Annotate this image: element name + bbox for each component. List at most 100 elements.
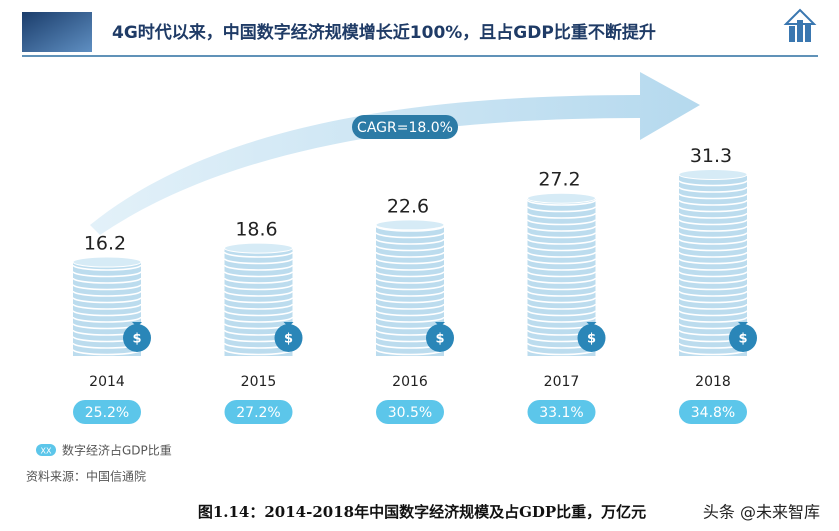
coin-edge: [223, 258, 294, 265]
coin-edge: [678, 206, 748, 213]
coin-edge: [72, 310, 142, 317]
coin-top: [375, 219, 445, 231]
coin-edge: [526, 238, 597, 245]
header-image-edge: [92, 12, 112, 52]
coin-edge: [375, 245, 445, 252]
x-tick-label: 2014: [89, 374, 125, 390]
coin-edge: [223, 297, 294, 304]
coin-stack: [223, 242, 294, 362]
coin-edge: [678, 310, 748, 317]
coin-edge: [526, 355, 597, 362]
coin-edge: [375, 284, 445, 291]
money-bag-sign: $: [284, 332, 293, 347]
coin-edge: [72, 355, 142, 362]
coin-edge: [72, 277, 142, 284]
coin-top: [224, 242, 293, 254]
coin-edge: [375, 264, 445, 271]
coin-edge: [72, 290, 142, 297]
coin-edge: [526, 284, 597, 291]
coin-edge: [223, 277, 294, 284]
coin-edge: [375, 310, 445, 317]
coin-edge: [526, 264, 597, 271]
coin-edge: [375, 355, 445, 362]
coin-edge: [526, 316, 597, 323]
coin-edge: [375, 277, 445, 284]
coin-edge: [375, 271, 445, 278]
coin-edge: [526, 245, 597, 252]
coin-edge: [678, 290, 748, 297]
coin-edge: [678, 186, 748, 193]
money-bag: [426, 324, 454, 352]
share-pill: [376, 400, 444, 424]
money-bag-tie: [738, 322, 748, 327]
x-tick-label: 2017: [544, 374, 580, 390]
coin-edge: [678, 245, 748, 252]
coin-edge: [375, 251, 445, 258]
money-bag: [123, 324, 151, 352]
value-label: 18.6: [235, 219, 277, 241]
coin-edge: [678, 232, 748, 239]
coin-edge: [678, 219, 748, 226]
money-bag-tie: [586, 322, 597, 327]
value-label: 16.2: [84, 233, 126, 255]
coin-edge: [375, 290, 445, 297]
coin-edge: [678, 180, 748, 187]
coin-edge: [72, 284, 142, 291]
money-bag-sign: $: [132, 332, 141, 347]
coin-edge: [678, 284, 748, 291]
coin-edge: [72, 303, 142, 310]
coin-edge: [223, 303, 294, 310]
legend-marker-bg: [36, 444, 56, 456]
chart-title: 4G时代以来，中国数字经济规模增长近100%，且占GDP比重不断提升: [112, 22, 656, 43]
coin-stack: [375, 219, 445, 362]
coin-edge: [526, 212, 597, 219]
coin-edge: [678, 212, 748, 219]
coin-top: [527, 192, 596, 204]
x-tick-label: 2015: [241, 374, 277, 390]
coin-edge: [678, 297, 748, 304]
coin-edge: [678, 264, 748, 271]
coin-edge: [526, 206, 597, 213]
coin-edge: [678, 277, 748, 284]
coin-edge: [375, 258, 445, 265]
value-label: 22.6: [387, 195, 429, 217]
share-pill: [224, 400, 293, 424]
coin-top: [678, 168, 748, 180]
coin-edge: [223, 316, 294, 323]
money-bag-sign: $: [435, 332, 444, 347]
share-label: 25.2%: [85, 405, 129, 421]
coin-edge: [526, 219, 597, 226]
coin-edge: [375, 232, 445, 239]
coin-edge: [526, 277, 597, 284]
legend-marker: XX: [41, 447, 52, 456]
money-bag: [729, 324, 757, 352]
coin-edge: [678, 303, 748, 310]
money-bag-tie: [132, 322, 142, 327]
coin-edge: [678, 251, 748, 258]
share-pill: [73, 400, 141, 424]
money-bag-tie: [283, 322, 294, 327]
cagr-label: CAGR=18.0%: [357, 120, 453, 136]
coin-edge: [72, 264, 142, 271]
coin-edge: [526, 258, 597, 265]
growth-arrow: [90, 72, 700, 235]
share-label: 34.8%: [691, 405, 735, 421]
header-image: [22, 12, 92, 52]
coin-edge: [72, 297, 142, 304]
coin-edge: [526, 290, 597, 297]
coin-edge: [678, 199, 748, 206]
watermark: 头条 @未来智库: [703, 503, 820, 522]
coin-edge: [72, 316, 142, 323]
coin-edge: [223, 310, 294, 317]
coin-edge: [678, 258, 748, 265]
coin-edge: [223, 251, 294, 258]
coin-edge: [526, 310, 597, 317]
cagr-pill: [352, 115, 458, 139]
coin-edge: [375, 297, 445, 304]
source: 资料来源：中国信通院: [26, 469, 146, 484]
coin-edge: [526, 225, 597, 232]
coin-edge: [526, 199, 597, 206]
coin-edge: [678, 225, 748, 232]
header-icon: [783, 8, 817, 42]
coin-edge: [223, 264, 294, 271]
